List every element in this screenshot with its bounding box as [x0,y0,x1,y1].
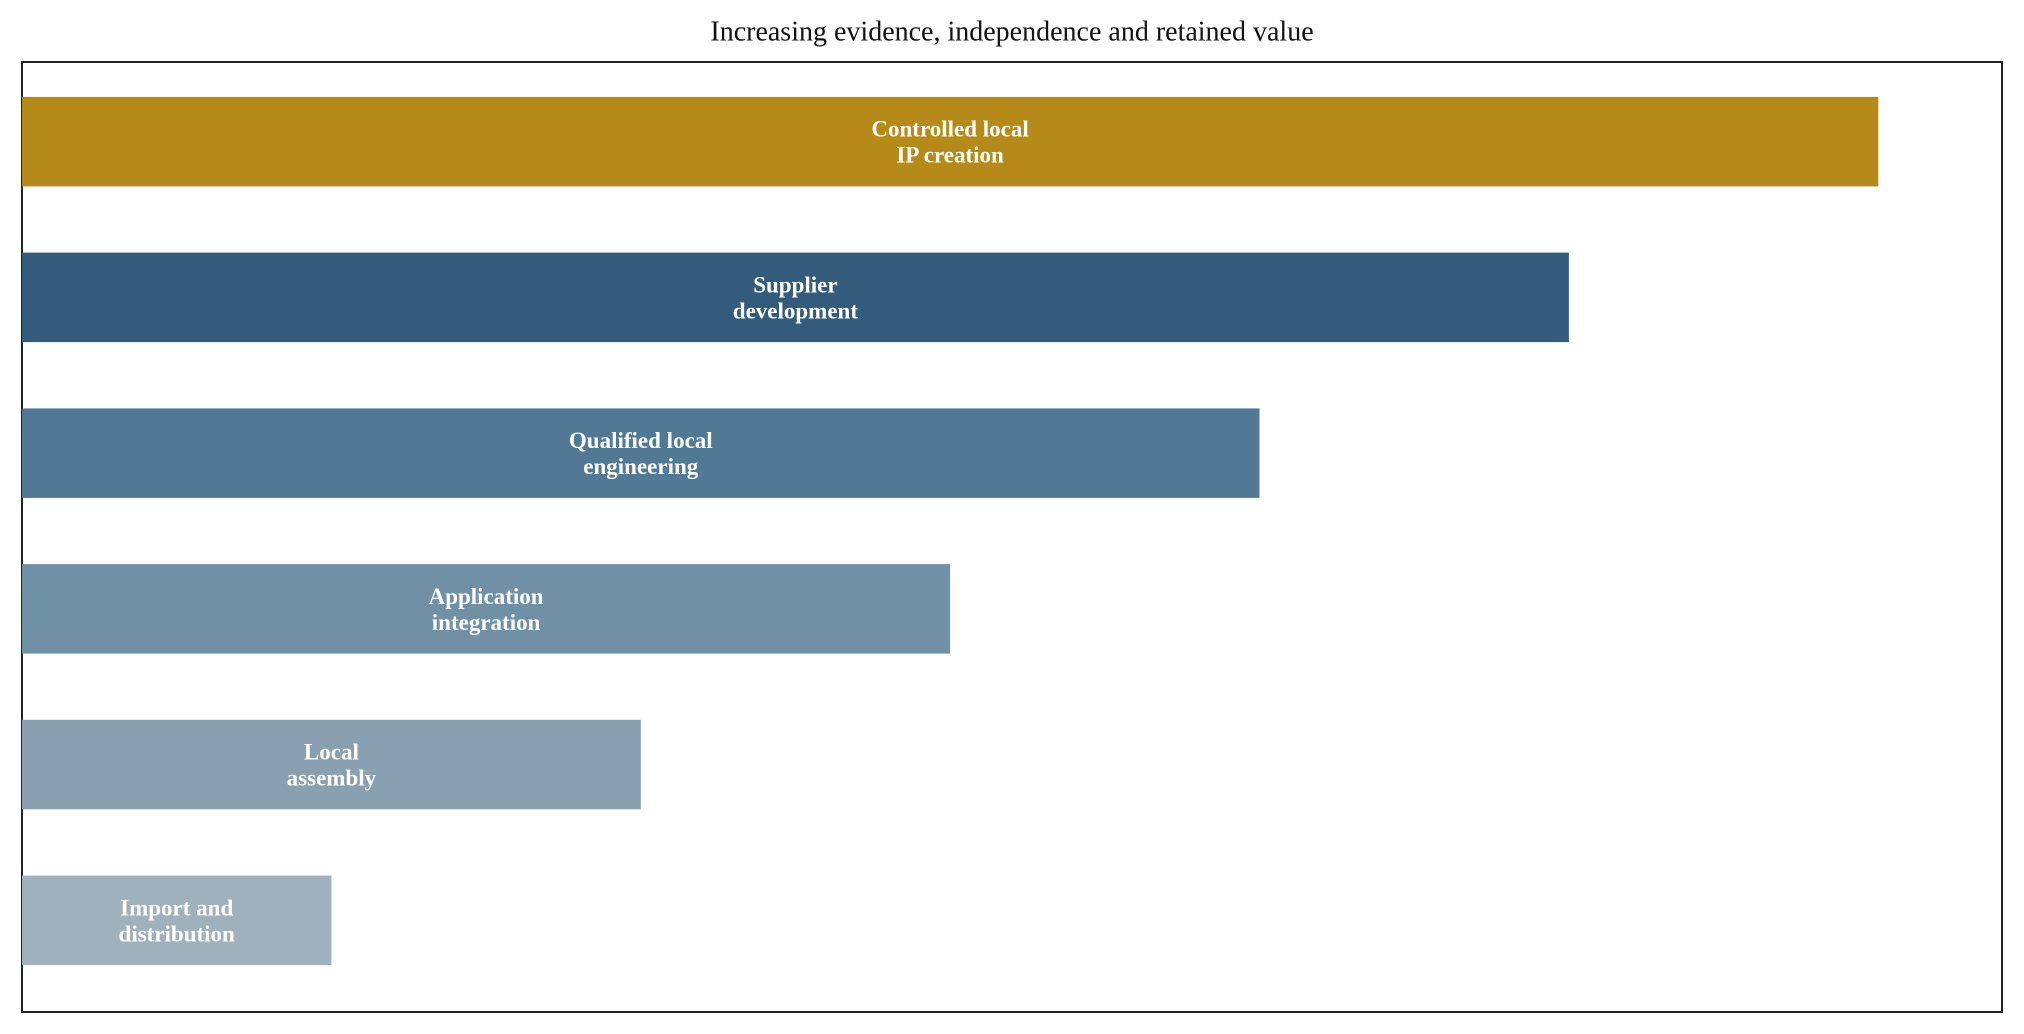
bar-label-line: assembly [287,766,377,791]
bar-label-4: Qualified local engineering [569,428,713,479]
bar-label-line: Application [429,584,544,609]
bar-1 [22,875,332,966]
bar-3 [22,564,951,654]
bar-2 [22,719,641,810]
bar-labels-group: Import and distribution Local assembly Appli… [119,117,1029,947]
plot-frame [21,61,2003,1013]
chart-title: Increasing evidence, independence and re… [710,16,1313,47]
bar-label-6: Controlled local IP creation [871,117,1028,168]
bar-label-line: Import and [120,895,233,920]
bar-6 [22,96,1879,187]
bar-4 [22,408,1260,498]
bar-label-line: distribution [119,921,236,946]
bar-5 [22,252,1569,343]
bar-label-1: Import and distribution [119,895,236,946]
bar-label-3: Application integration [429,584,544,635]
bar-label-line: engineering [583,454,698,479]
bar-label-line: IP creation [896,143,1004,168]
bar-label-2: Local assembly [287,740,377,791]
bar-label-line: Controlled local [871,117,1028,142]
bar-label-line: Local [304,740,359,765]
bar-label-line: Supplier [753,272,837,297]
bars-group [22,96,1879,966]
bar-label-5: Supplier development [733,272,859,323]
bar-label-line: development [733,298,859,323]
bar-label-line: Qualified local [569,428,713,453]
bar-label-line: integration [432,610,541,635]
